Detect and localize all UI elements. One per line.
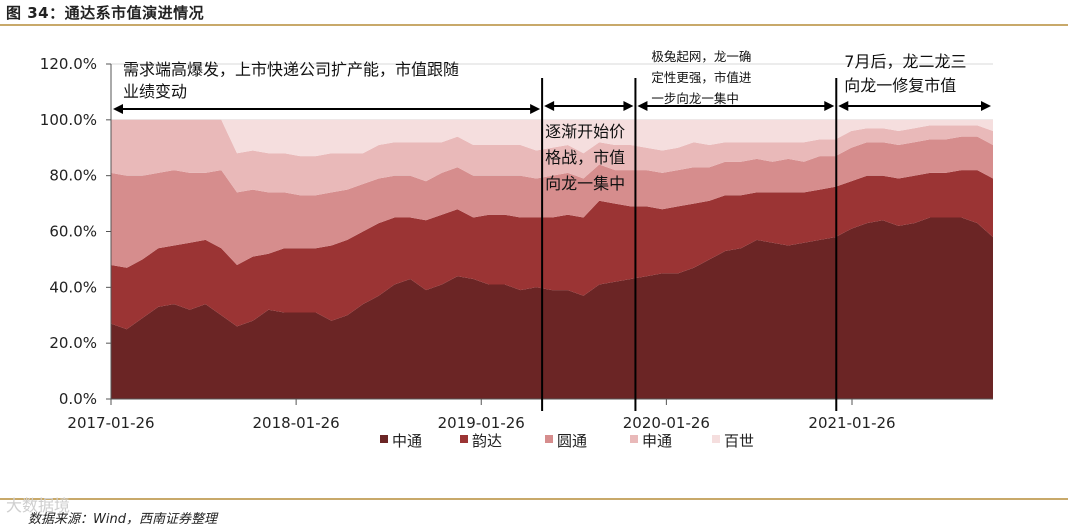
stacked-area-chart: 0.0% 20.0% 40.0% 60.0% 80.0% 100.0% 120.0% 201… [40, 49, 993, 450]
phase-annotations: 需求端高爆发，上市快递公司扩产能，市值跟随业绩变动逐渐开始价格战，市值向龙一集中… [123, 49, 966, 193]
annotation-line: 向龙一集中 [545, 174, 625, 193]
annotation-line: 业绩变动 [123, 82, 187, 101]
watermark-logo: 大数据境 [6, 496, 71, 515]
phase-arrow-head-right [623, 101, 634, 111]
series-area-3 [111, 136, 993, 268]
annotation-line: 逐渐开始价 [545, 122, 625, 141]
annotation-line: 需求端高爆发，上市快递公司扩产能，市值跟随 [123, 60, 459, 79]
annotation-line: 一步向龙一集中 [651, 91, 739, 106]
x-tick-label: 2020-01-26 [623, 414, 710, 432]
legend-swatch [630, 435, 638, 443]
series-area-4 [111, 119, 993, 196]
phase-arrow-head-right [824, 101, 835, 111]
phase-arrow-head-left [544, 101, 555, 111]
series-areas [111, 119, 993, 399]
y-tick-label: 20.0% [49, 334, 97, 352]
y-tick-label: 100.0% [40, 111, 97, 129]
x-tick-label: 2021-01-26 [808, 414, 895, 432]
source-note: 数据来源：Wind，西南证券整理 [28, 512, 217, 527]
y-tick-label: 120.0% [40, 55, 97, 73]
phase-arrow-head-right [981, 101, 991, 111]
y-tick-label: 0.0% [59, 390, 97, 408]
annotation-line: 格战，市值 [545, 148, 625, 167]
annotation-line: 定性更强，市值进 [651, 70, 752, 85]
phase-arrow-head-left [838, 101, 849, 111]
y-tick-label: 40.0% [49, 278, 97, 296]
series-area-5 [111, 119, 993, 157]
annotation-line: 极兔起网，龙一确 [651, 49, 751, 64]
x-tick-label: 2019-01-26 [438, 414, 525, 432]
bottom-divider [0, 498, 1068, 500]
legend-label: 圆通 [557, 432, 587, 450]
series-area-2 [111, 170, 993, 330]
phase-arrow-head-right [530, 104, 541, 114]
phase-arrow-head-left [113, 104, 123, 114]
legend-swatch [545, 435, 553, 443]
y-tick-label: 60.0% [49, 223, 97, 241]
y-tick-labels: 0.0% 20.0% 40.0% 60.0% 80.0% 100.0% 120.0% [40, 55, 97, 408]
series-area-1 [111, 217, 993, 399]
legend-label: 申通 [642, 432, 672, 450]
legend-swatch [712, 435, 720, 443]
annotation-line: 7月后，龙二龙三 [844, 52, 966, 71]
x-tick-label: 2018-01-26 [253, 414, 340, 432]
legend-label: 百世 [724, 432, 754, 450]
x-tick-labels: 2017-01-26 2018-01-26 2019-01-26 2020-01-26… [67, 399, 896, 432]
phase-dividers [113, 78, 991, 411]
legend-label: 韵达 [472, 432, 502, 450]
axes [106, 63, 993, 400]
figure-title: 图 34：通达系市值演进情况 [6, 4, 205, 22]
legend-swatch [380, 435, 388, 443]
legend-swatch [460, 435, 468, 443]
y-tick-label: 80.0% [49, 167, 97, 185]
phase-arrow-head-left [637, 101, 648, 111]
x-tick-label: 2017-01-26 [67, 414, 154, 432]
top-divider [0, 24, 1068, 26]
chart-legend: 中通 韵达 圆通 申通 百世 [380, 432, 754, 450]
annotation-line: 向龙一修复市值 [844, 76, 956, 95]
legend-label: 中通 [392, 432, 422, 450]
